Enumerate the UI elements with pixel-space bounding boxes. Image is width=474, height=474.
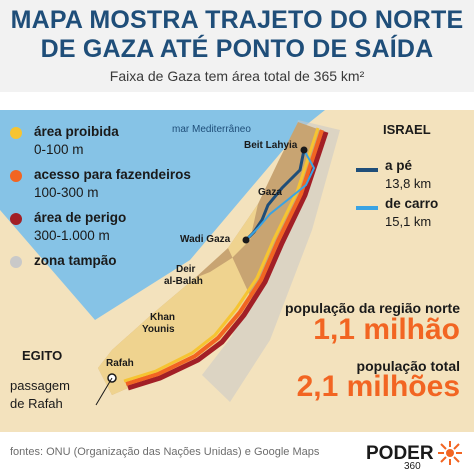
legend-dot-farmers bbox=[10, 170, 22, 182]
footer: fontes: ONU (Organização das Nações Unid… bbox=[0, 432, 474, 474]
khan-label-1: Khan bbox=[150, 312, 175, 323]
title-line-1: MAPA MOSTRA TRAJETO DO NORTE bbox=[10, 6, 464, 34]
total-population-label: população total bbox=[356, 358, 460, 374]
wadi-gaza-label: Wadi Gaza bbox=[180, 234, 231, 245]
legend-label: área de perigo bbox=[34, 210, 127, 225]
logo-sub: 360 bbox=[404, 461, 421, 471]
walk-route-distance: 13,8 km bbox=[385, 176, 432, 191]
map-area: área proibida 0-100 m acesso para fazend… bbox=[0, 110, 474, 432]
logo-sunburst bbox=[438, 441, 462, 465]
car-route-label: de carro bbox=[385, 196, 439, 211]
rafah-crossing-label-1: passagem bbox=[10, 378, 70, 393]
sources-text: fontes: ONU (Organização das Nações Unid… bbox=[10, 446, 320, 458]
route-car bbox=[245, 149, 316, 241]
deir-label-2: al-Balah bbox=[164, 276, 203, 287]
legend-dot-restricted bbox=[10, 127, 22, 139]
logo-text: PODER bbox=[366, 443, 434, 464]
legend-range: 300-1.000 m bbox=[34, 228, 110, 243]
legend-dot-danger bbox=[10, 213, 22, 225]
legend-dot-buffer bbox=[10, 256, 22, 268]
car-route-distance: 15,1 km bbox=[385, 214, 432, 229]
poder360-logo: PODER 360 bbox=[366, 441, 462, 471]
north-population-value: 1,1 milhão bbox=[313, 313, 460, 346]
legend-range: 100-300 m bbox=[34, 185, 99, 200]
end-dot bbox=[242, 236, 250, 244]
border-danger bbox=[127, 131, 329, 391]
sea-label: mar Mediterrâneo bbox=[172, 124, 251, 135]
north-population-label: população da região norte bbox=[284, 300, 460, 316]
gaza-city-label: Gaza bbox=[258, 187, 282, 198]
beit-lahyia-label: Beit Lahyia bbox=[244, 140, 298, 151]
total-population-value: 2,1 milhões bbox=[296, 370, 460, 403]
walk-route-label: a pé bbox=[385, 158, 413, 173]
legend-label: acesso para fazendeiros bbox=[34, 167, 191, 182]
egito-label: EGITO bbox=[22, 348, 63, 363]
rafah-crossing-leader bbox=[95, 377, 113, 406]
legend-range: 0-100 m bbox=[34, 142, 84, 157]
legend-label: área proibida bbox=[34, 124, 119, 139]
subtitle: Faixa de Gaza tem área total de 365 km² bbox=[109, 68, 365, 84]
title-line-2: DE GAZA ATÉ PONTO DE SAÍDA bbox=[40, 35, 434, 63]
border-restricted bbox=[123, 127, 320, 383]
rafah-crossing-label-2: de Rafah bbox=[10, 396, 63, 411]
rafah-label: Rafah bbox=[106, 358, 134, 369]
border-farmers bbox=[125, 129, 324, 386]
legend-label: zona tampão bbox=[34, 253, 117, 268]
khan-label-2: Younis bbox=[142, 324, 175, 335]
header: MAPA MOSTRA TRAJETO DO NORTE DE GAZA ATÉ… bbox=[0, 0, 474, 92]
start-dot bbox=[300, 146, 308, 154]
gaza-south bbox=[98, 204, 258, 395]
gaza-map bbox=[0, 110, 474, 432]
deir-label-1: Deir bbox=[176, 264, 196, 275]
israel-label: ISRAEL bbox=[383, 122, 431, 137]
